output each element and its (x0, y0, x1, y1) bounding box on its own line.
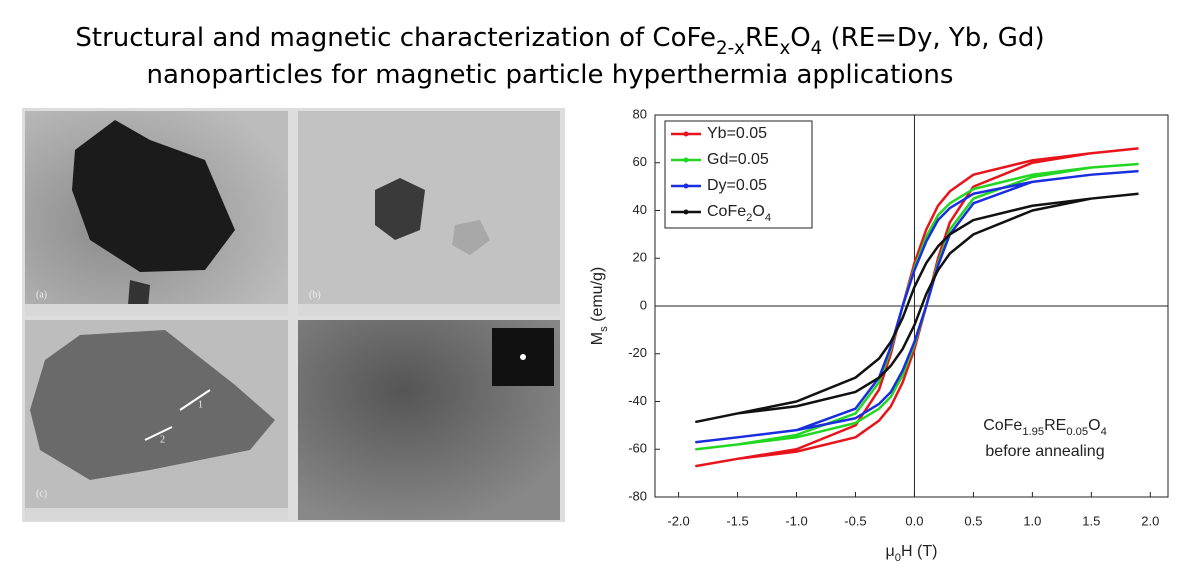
text-part: H (T) (901, 543, 937, 560)
fft-spot (520, 354, 526, 360)
legend-label: CoFe2O4 (707, 203, 771, 224)
particle (30, 330, 275, 480)
x-tick-label: -1.0 (785, 513, 807, 528)
text-part: O (752, 203, 764, 220)
annotation: CoFe1.95RE0.05O4 (983, 417, 1107, 438)
text-part: 4 (1101, 426, 1107, 438)
text-part: 4 (765, 212, 771, 224)
x-tick-label: 1.0 (1023, 513, 1041, 528)
y-tick-label: 80 (633, 106, 647, 121)
panel-label: (c) (36, 488, 47, 499)
scale-bar-strip (25, 304, 288, 316)
text-part: nanoparticles for magnetic particle hype… (147, 60, 954, 90)
text-part: 2-x (716, 38, 745, 59)
text-part: 4 (811, 38, 823, 59)
tem-b (298, 111, 560, 316)
series-line (695, 192, 1139, 424)
particle (128, 280, 150, 308)
particle (452, 220, 490, 255)
text-part: (RE=Dy, Yb, Gd) (822, 23, 1044, 53)
particle (72, 120, 235, 272)
scale-bar-strip (298, 304, 560, 316)
legend-marker (683, 209, 689, 215)
x-tick-label: -1.5 (726, 513, 748, 528)
legend-box (664, 120, 813, 229)
legend-marker (683, 157, 689, 163)
y-tick-label: 0 (640, 297, 647, 312)
scale-bar-strip (25, 508, 288, 520)
y-tick-label: -40 (628, 393, 647, 408)
text-part: μ (886, 543, 895, 560)
title-line: Structural and magnetic characterization… (75, 23, 1044, 59)
text-part: M (589, 332, 606, 345)
legend-label: Dy=0.05 (707, 177, 767, 194)
legend-label: Yb=0.05 (707, 125, 767, 142)
x-tick-label: 2.0 (1141, 513, 1159, 528)
title-line: nanoparticles for magnetic particle hype… (147, 60, 954, 90)
text-part: CoFe (707, 203, 746, 220)
text-part: s (598, 326, 610, 332)
marker-label: 1 (198, 399, 203, 410)
y-tick-label: 20 (633, 250, 647, 265)
text-part: RE (745, 23, 780, 53)
annotation: before annealing (985, 443, 1104, 460)
x-axis-label: μ0H (T) (886, 543, 938, 564)
text-part: Gd=0.05 (707, 151, 769, 168)
y-tick-label: -20 (628, 345, 647, 360)
panel-label: (a) (36, 289, 47, 300)
series-line (695, 147, 1139, 468)
y-tick-label: 60 (633, 154, 647, 169)
arrow (144, 426, 173, 441)
text-part: RE (1044, 417, 1066, 434)
text-part: (emu/g) (589, 267, 606, 327)
x-tick-label: -2.0 (667, 513, 689, 528)
y-tick-label: -80 (628, 488, 647, 503)
x-tick-label: 1.5 (1082, 513, 1100, 528)
text-part: Structural and magnetic characterization… (75, 23, 716, 53)
text-part: 2 (746, 212, 752, 224)
x-tick-label: -0.5 (844, 513, 866, 528)
text-part: 0.05 (1066, 426, 1088, 438)
text-part: x (779, 38, 790, 59)
text-part: 1.95 (1022, 426, 1044, 438)
text-part: Yb=0.05 (707, 125, 767, 142)
text-part: before annealing (985, 443, 1104, 460)
series-line (695, 169, 1139, 444)
legend-marker (683, 131, 689, 137)
text-part: 0 (895, 552, 901, 564)
text-part: O (1088, 417, 1100, 434)
legend-label: Gd=0.05 (707, 151, 769, 168)
text-part: Dy=0.05 (707, 177, 767, 194)
particle (375, 178, 425, 240)
legend-marker (683, 183, 689, 189)
marker-label: 2 (160, 434, 165, 445)
y-axis-label: Ms (emu/g) (589, 267, 610, 346)
arrow (179, 389, 211, 411)
y-tick-label: -60 (628, 441, 647, 456)
panel-label: (b) (309, 289, 321, 300)
tem-images: (a) (b) (c) 1 2 (22, 108, 565, 522)
x-tick-label: 0.5 (964, 513, 982, 528)
y-tick-label: 40 (633, 202, 647, 217)
text-part: CoFe (983, 417, 1022, 434)
x-tick-label: 0.0 (905, 513, 923, 528)
text-part: O (790, 23, 810, 53)
